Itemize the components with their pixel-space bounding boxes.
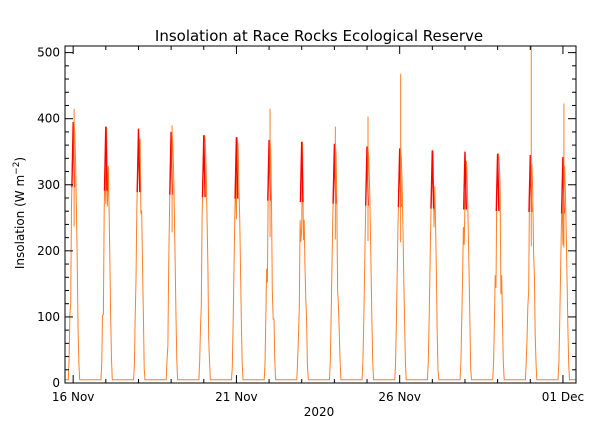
daily-peak-mark [103,126,108,191]
x-tick-label: 01 Dec [542,390,584,404]
y-tick-label: 0 [52,376,60,390]
y-axis-label-exponent: −2 [12,162,22,175]
daily-peak-mark [201,135,206,198]
x-tick-label: 21 Nov [215,390,258,404]
x-tick-label: 26 Nov [378,390,421,404]
y-tick-label: 300 [37,178,60,192]
x-tick-label: 16 Nov [52,390,95,404]
y-axis-label-text: Insolation (W m [13,175,27,269]
plot-frame [64,45,577,384]
y-axis: 0 100 200 300 400 500 [37,46,576,390]
daily-peak-mark [136,128,141,193]
y-tick-label: 500 [37,46,60,60]
x-axis-label: 2020 [304,405,335,419]
y-axis-label: Insolation (W m−2) [12,157,27,269]
daily-peak-mark [430,150,435,209]
y-axis-label-close: ) [13,157,27,162]
daily-peak-mark [495,153,500,212]
daily-peak-mark [299,141,304,203]
daily-peak-mark [463,151,467,210]
series-layer [65,46,597,381]
daily-peak-mark [594,158,597,214]
daily-peak-mark [234,137,239,199]
y-tick-label: 100 [37,310,60,324]
chart-title: Insolation at Race Rocks Ecological Rese… [155,27,483,45]
y-tick-label: 400 [37,112,60,126]
y-tick-label: 200 [37,244,60,258]
